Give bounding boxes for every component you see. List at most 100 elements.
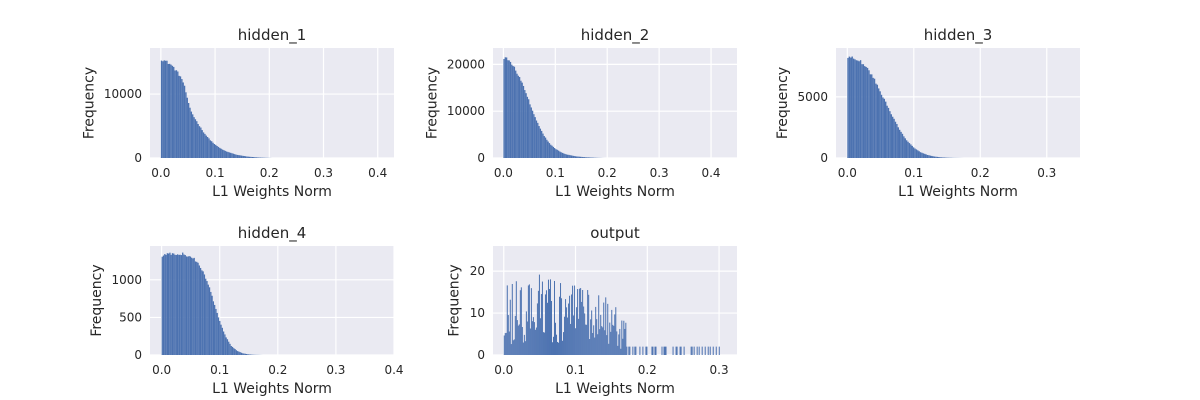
histogram-bar (599, 329, 601, 355)
histogram-bar (184, 255, 186, 355)
histogram-bar (253, 157, 255, 158)
histogram-bar (211, 295, 213, 355)
histogram-bar (573, 155, 575, 158)
histogram-bar (579, 288, 581, 355)
x-tick-label: 0.0 (151, 166, 170, 180)
x-axis-label: L1 Weights Norm (555, 381, 675, 397)
histogram-bar (176, 254, 179, 355)
histogram-bar (576, 307, 578, 355)
histogram-bar (212, 301, 215, 355)
histogram-bar (943, 157, 946, 158)
histogram-bar (592, 333, 594, 355)
histogram-bar (917, 150, 919, 158)
histogram-bar (679, 346, 681, 355)
subplot-hidden_3: 0.0 0.1 0.2 0.3 0 5000 hidden_3 L1 Weights Norm… (775, 26, 1080, 200)
histogram-bar (715, 346, 717, 355)
histogram-bar (854, 59, 856, 159)
histogram-bar (652, 346, 654, 355)
histogram-bar (661, 346, 663, 355)
histogram-bar (512, 340, 514, 355)
histogram-bar (161, 256, 163, 355)
histogram-bar (618, 334, 620, 355)
x-axis-label: L1 Weights Norm (212, 184, 332, 200)
histogram-bar (572, 285, 574, 355)
histogram-bar (613, 325, 615, 355)
histogram-bar (197, 123, 199, 158)
histogram-bar (887, 107, 890, 158)
histogram-bar (552, 146, 554, 158)
histogram-bar (908, 143, 911, 158)
histogram-bar (221, 149, 224, 158)
y-tick-label: 500 (119, 310, 142, 324)
histogram-bar (680, 346, 682, 355)
histogram-bar (548, 288, 550, 355)
histogram-bar (539, 128, 542, 158)
y-axis-label: Frequency (446, 264, 462, 336)
histogram-bar (557, 150, 560, 158)
histogram-bar (248, 354, 250, 355)
histogram-bar (162, 255, 165, 355)
histogram-bar (555, 322, 556, 355)
histogram-bar (231, 153, 233, 158)
x-tick-label: 0.1 (904, 166, 923, 180)
histogram-bar (201, 270, 203, 355)
histogram-bar (929, 155, 932, 158)
histogram-bar (924, 153, 926, 158)
histogram-bar (509, 61, 512, 158)
histogram-bar (197, 262, 199, 355)
histogram-bar (525, 311, 527, 355)
histogram-bars (503, 274, 720, 355)
x-axis-label: L1 Weights Norm (212, 381, 332, 397)
histogram-bar (880, 94, 883, 158)
histogram-bar (605, 297, 607, 355)
histogram-bar (188, 256, 190, 355)
histogram-bar (547, 279, 549, 355)
histogram-bar (883, 98, 885, 158)
histogram-bar (876, 84, 879, 158)
x-tick-label: 0.2 (638, 363, 657, 377)
histogram-bar (515, 70, 517, 158)
histogram-bar (183, 85, 186, 158)
histogram-bar (645, 346, 647, 355)
histogram-bar (517, 325, 519, 355)
x-tick-label: 0.0 (838, 166, 857, 180)
histogram-bar (707, 346, 709, 355)
histogram-bar (179, 76, 182, 158)
x-tick-label: 0.2 (598, 166, 617, 180)
histogram-bar (546, 139, 548, 158)
histogram-bar (199, 267, 202, 355)
histogram-bar (170, 64, 172, 158)
histogram-bar (227, 151, 229, 158)
histogram-bar (171, 65, 174, 158)
histogram-bar (243, 353, 245, 355)
histogram-bar (583, 157, 586, 158)
histogram-bar (518, 77, 521, 158)
histogram-bar (646, 346, 648, 355)
x-tick-label: 0.1 (546, 166, 565, 180)
histogram-bar (891, 116, 894, 158)
histogram-bar (216, 145, 218, 158)
histogram-bar (514, 315, 516, 355)
histogram-bar (528, 284, 530, 355)
histogram-bars (161, 252, 263, 355)
x-tick-label: 0.0 (494, 166, 513, 180)
histogram-bar (524, 90, 526, 158)
histogram-bar (198, 126, 201, 158)
histogram-bar (615, 307, 617, 355)
histogram-bar (211, 141, 213, 158)
histogram-bar (871, 74, 873, 158)
y-axis-label: Frequency (425, 67, 441, 139)
y-tick-label: 20 (470, 264, 485, 278)
histogram-bar (531, 110, 534, 158)
histogram-bars (503, 57, 605, 159)
histogram-bar (200, 127, 202, 158)
histogram-bar (691, 346, 693, 355)
histogram-bar (852, 58, 855, 158)
histogram-bar (872, 77, 874, 158)
histogram-bar (560, 152, 562, 158)
histogram-bar (589, 157, 591, 158)
histogram-bar (574, 285, 576, 355)
histogram-bar (178, 75, 180, 158)
histogram-bar (535, 120, 538, 158)
histogram-bar (250, 156, 252, 158)
